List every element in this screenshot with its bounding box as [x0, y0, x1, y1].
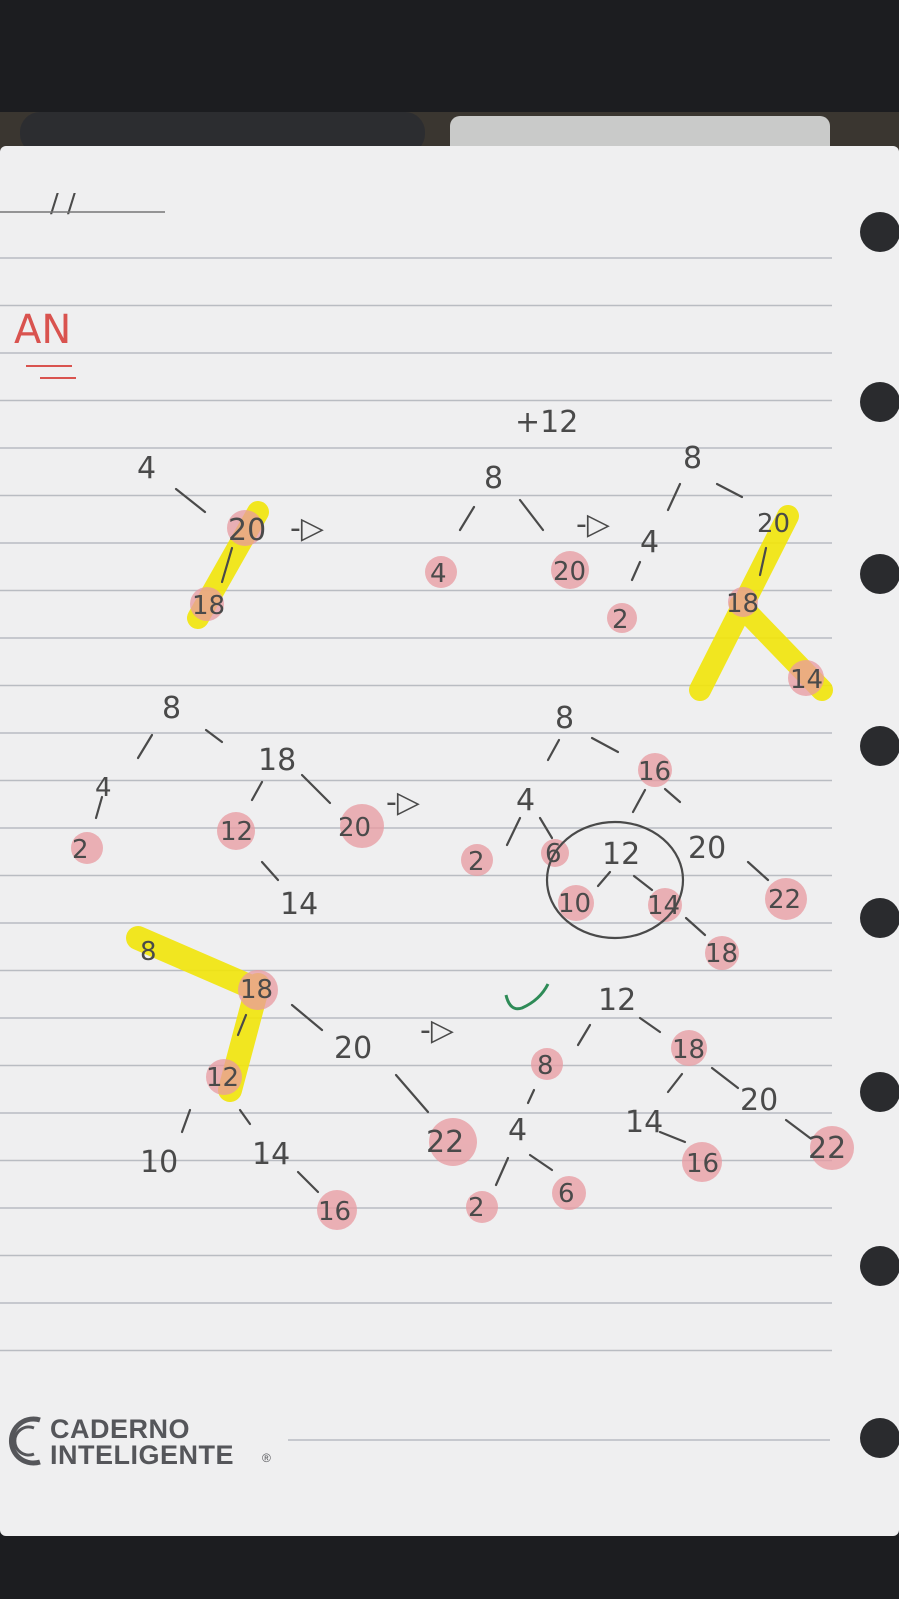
t4-node-2: 2: [72, 835, 89, 865]
t5-node-20: 20: [688, 831, 726, 866]
t5-node-10: 10: [558, 889, 591, 919]
t5-root-8: 8: [555, 701, 574, 736]
t3-root-8: 8: [683, 441, 702, 476]
brand-c-icon: [8, 1416, 41, 1466]
brand-line2: INTELIGENTE: [50, 1440, 234, 1470]
brand-logo: CADERNO INTELIGENTE ®: [8, 1414, 271, 1470]
t3-node-18: 18: [726, 589, 759, 619]
t3-node-4: 4: [640, 525, 659, 560]
red-nodes: [71, 510, 854, 1230]
cover-tab: [20, 112, 425, 154]
t2-insert: +12: [515, 405, 578, 440]
t1-node-18: 18: [192, 591, 225, 621]
t2-root-8: 8: [484, 461, 503, 496]
paper: [0, 146, 899, 1536]
t5-node-14: 14: [647, 891, 680, 921]
t7-node-20: 20: [740, 1083, 778, 1118]
arrow-4: -▷: [420, 1013, 454, 1048]
t6-node-6: 6: [558, 1179, 575, 1209]
t5-node-4: 4: [516, 783, 535, 818]
t7-node-18: 18: [672, 1035, 705, 1065]
t6-node-2: 2: [468, 1193, 485, 1223]
t6-node-22: 22: [426, 1125, 464, 1160]
t5-node-6: 6: [545, 839, 562, 869]
ruled-lines: [0, 257, 832, 1352]
t5-node-16: 16: [638, 757, 671, 787]
t5-node-18: 18: [705, 939, 738, 969]
t4-node-18: 18: [258, 743, 296, 778]
t5-node-12: 12: [602, 837, 640, 872]
t6-node-12: 12: [206, 1063, 239, 1093]
t6-node-8: 8: [140, 937, 157, 967]
t4-root-8: 8: [162, 691, 181, 726]
t7-node-14: 14: [625, 1105, 663, 1140]
t6-node-20: 20: [334, 1031, 372, 1066]
date-mark: / /: [50, 189, 76, 219]
t6-node-4: 4: [508, 1113, 527, 1148]
tree-edges: [94, 482, 812, 1194]
check-mark-icon: [504, 983, 550, 1011]
t4-node-12: 12: [220, 817, 253, 847]
arrow-1: -▷: [290, 511, 324, 546]
t7-node-22: 22: [808, 1131, 846, 1166]
t3-node-14: 14: [790, 665, 823, 695]
t6-node-18: 18: [240, 975, 273, 1005]
t7-node-8: 8: [537, 1051, 554, 1081]
t4-node-20: 20: [338, 813, 371, 843]
arrow-2: -▷: [576, 507, 610, 542]
brand-registered-mark: ®: [262, 1451, 271, 1465]
t7-node-16: 16: [686, 1149, 719, 1179]
arrow-3: -▷: [386, 785, 420, 820]
page-title: AN: [14, 307, 71, 353]
t2-node-20: 20: [553, 557, 586, 587]
t5-node-22: 22: [768, 885, 801, 915]
t1-node-20: 20: [228, 513, 266, 548]
t2-node-4: 4: [430, 559, 447, 589]
t1-node-4: 4: [137, 451, 156, 486]
t4-node-14: 14: [280, 887, 318, 922]
binder-rings: [860, 212, 899, 1458]
brand-line1: CADERNO: [50, 1414, 190, 1444]
t3-node-2: 2: [612, 605, 629, 635]
t3-node-20: 20: [757, 509, 790, 539]
t6-node-16: 16: [318, 1197, 351, 1227]
t5-node-2: 2: [468, 847, 485, 877]
t6-node-10: 10: [140, 1145, 178, 1180]
t4-node-4: 4: [95, 773, 112, 803]
t7-root-12: 12: [598, 983, 636, 1018]
t6-node-14: 14: [252, 1137, 290, 1172]
